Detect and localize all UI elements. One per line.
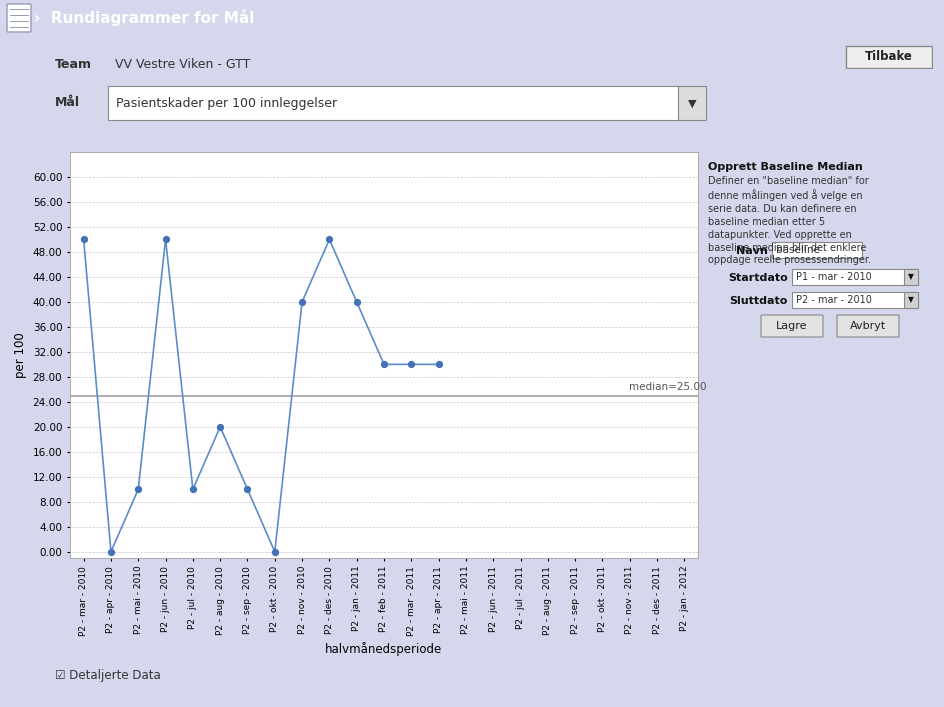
FancyBboxPatch shape <box>837 315 899 337</box>
FancyBboxPatch shape <box>678 86 706 120</box>
Text: Tilbake: Tilbake <box>865 50 913 63</box>
Point <box>158 234 173 245</box>
Text: median=25.00: median=25.00 <box>629 382 706 392</box>
Point <box>431 358 447 370</box>
Text: ›  Rundiagrammer for Mål: › Rundiagrammer for Mål <box>34 9 254 26</box>
Text: ☑ Detaljerte Data: ☑ Detaljerte Data <box>55 670 160 682</box>
Text: P2 - mar - 2010: P2 - mar - 2010 <box>796 295 872 305</box>
FancyBboxPatch shape <box>904 292 918 308</box>
Text: ▼: ▼ <box>688 99 697 109</box>
Text: VV Vestre Viken - GTT: VV Vestre Viken - GTT <box>115 59 250 71</box>
Point <box>377 358 392 370</box>
FancyBboxPatch shape <box>846 46 932 68</box>
Point <box>349 296 364 308</box>
Text: Team: Team <box>55 59 92 71</box>
FancyBboxPatch shape <box>904 269 918 285</box>
Text: P1 - mar - 2010: P1 - mar - 2010 <box>796 272 871 282</box>
FancyBboxPatch shape <box>772 242 862 258</box>
Y-axis label: per 100: per 100 <box>14 332 27 378</box>
Text: ▼: ▼ <box>908 296 914 305</box>
X-axis label: halvmånedsperiode: halvmånedsperiode <box>326 643 443 656</box>
Text: ▼: ▼ <box>908 272 914 281</box>
FancyBboxPatch shape <box>792 292 918 308</box>
Point <box>130 484 145 495</box>
Text: Sluttdato: Sluttdato <box>730 296 788 306</box>
Text: Mål: Mål <box>55 95 80 108</box>
Point <box>104 546 119 557</box>
Point <box>267 546 282 557</box>
FancyBboxPatch shape <box>7 4 31 32</box>
Text: Avbryt: Avbryt <box>850 321 886 331</box>
Text: Lagre: Lagre <box>776 321 808 331</box>
Point <box>185 484 200 495</box>
FancyBboxPatch shape <box>108 86 678 120</box>
Point <box>404 358 419 370</box>
Point <box>295 296 310 308</box>
Text: Startdato: Startdato <box>728 273 788 283</box>
Text: baseline: baseline <box>776 245 820 255</box>
Text: Definer en "baseline median" for
denne målingen ved å velge en
serie data. Du ka: Definer en "baseline median" for denne m… <box>708 176 871 265</box>
Text: Pasientskader per 100 innleggelser: Pasientskader per 100 innleggelser <box>116 98 337 110</box>
Point <box>76 234 92 245</box>
Point <box>322 234 337 245</box>
Point <box>240 484 255 495</box>
FancyBboxPatch shape <box>761 315 823 337</box>
FancyBboxPatch shape <box>792 269 918 285</box>
Text: Opprett Baseline Median: Opprett Baseline Median <box>708 162 863 172</box>
Point <box>212 421 228 433</box>
Text: Navn: Navn <box>736 246 768 256</box>
